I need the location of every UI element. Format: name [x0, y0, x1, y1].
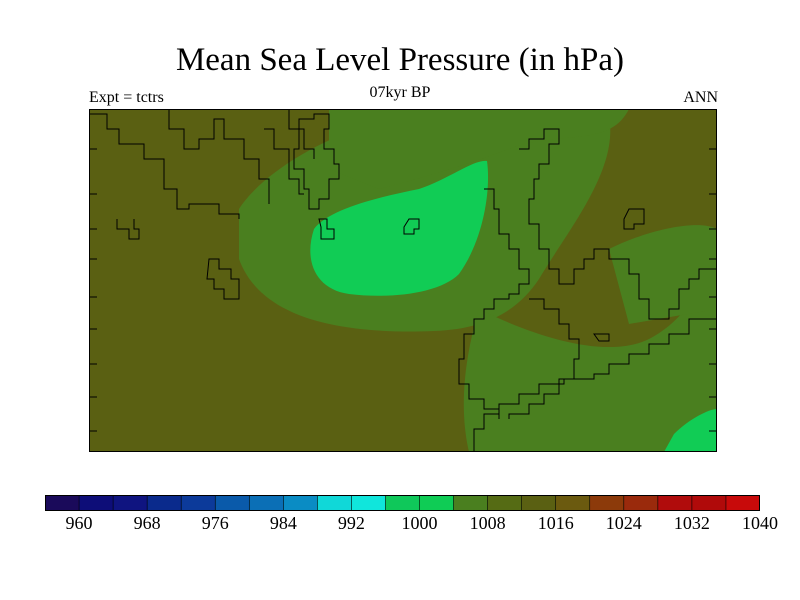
colorbar-swatch — [555, 495, 591, 511]
map-title: Mean Sea Level Pressure (in hPa) — [175, 42, 625, 78]
colorbar-label: 992 — [337, 513, 365, 533]
coastline-africa — [473, 318, 717, 452]
coastline-greenland — [293, 113, 340, 210]
colorbar-swatch — [112, 495, 148, 511]
colorbar-label: 1000 — [401, 513, 438, 533]
colorbar-frame — [45, 495, 760, 511]
colorbar-label: 960 — [65, 513, 93, 533]
colorbar-label: 1008 — [469, 513, 506, 533]
pressure-band-east — [609, 225, 717, 324]
colorbar-swatch — [78, 495, 114, 511]
colorbar-swatch — [487, 495, 523, 511]
colorbar-label: 1016 — [537, 513, 574, 533]
pressure-band-south — [463, 229, 717, 452]
colorbar-label: 1040 — [742, 513, 778, 533]
colorbar-swatch — [623, 495, 659, 511]
colorbar-swatch — [180, 495, 217, 511]
map-ticks — [89, 148, 717, 432]
colorbar-swatch — [317, 495, 353, 511]
colorbar-swatch — [657, 495, 693, 511]
coastline-europe — [458, 128, 717, 419]
colorbar-swatch — [419, 495, 455, 511]
season-label: ANN — [683, 89, 718, 106]
colorbar-swatch — [691, 495, 727, 511]
coastlines — [89, 109, 717, 452]
colorbar-swatch — [351, 495, 387, 511]
colorbar-label: 984 — [269, 513, 297, 533]
colorbar-swatch — [453, 495, 489, 511]
colorbar-swatch — [214, 495, 251, 511]
colorbar-swatch — [248, 495, 285, 511]
colorbar-swatch — [521, 495, 557, 511]
colorbar-label: 1024 — [605, 513, 642, 533]
colorbar-label: 1032 — [673, 513, 710, 533]
coastline-islands — [206, 208, 645, 342]
colorbar-swatch — [146, 495, 182, 511]
colorbar-swatch — [589, 495, 625, 511]
colorbar-swatch — [725, 495, 760, 511]
colorbar-label: 968 — [133, 513, 161, 533]
map-frame — [89, 109, 717, 452]
colorbar-swatch — [45, 495, 80, 511]
colorbar-swatch — [385, 495, 421, 511]
colorbar-swatch — [283, 495, 319, 511]
pressure-low-south-east — [664, 409, 717, 452]
colorbar-label: 976 — [201, 513, 229, 533]
coastline-north-america — [89, 109, 315, 240]
pressure-low-core — [310, 160, 489, 296]
experiment-label: Expt = tctrs — [89, 89, 164, 106]
pressure-map — [89, 109, 717, 452]
map-subtitle: 07kyr BP — [369, 84, 431, 101]
colorbar — [45, 495, 760, 511]
